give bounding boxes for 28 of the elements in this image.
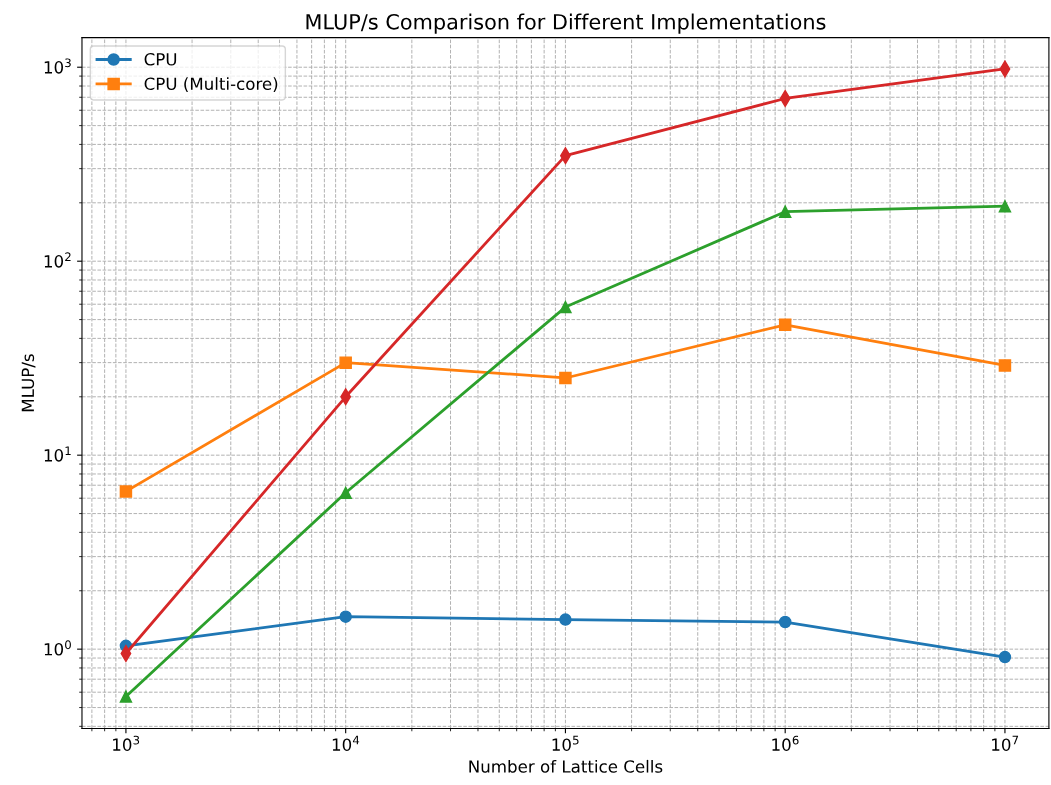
x-tick-label: 10$^{5}$ bbox=[552, 735, 579, 751]
chart-title: MLUP/s Comparison for Different Implementations bbox=[306, 13, 826, 34]
point bbox=[339, 486, 352, 500]
y-tick-label: 10$^{2}$ bbox=[44, 252, 71, 268]
legend-label: CPU bbox=[144, 52, 177, 66]
x-tick-label: 10$^{3}$ bbox=[113, 735, 140, 751]
legend-label: CPU (Multi-core) bbox=[144, 77, 278, 93]
point bbox=[339, 356, 352, 369]
x-tick-label: 10$^{7}$ bbox=[992, 735, 1019, 751]
y-axis-title: MLUP/s bbox=[21, 354, 36, 412]
x-tick-label: 10$^{4}$ bbox=[332, 735, 360, 751]
y-tick-label: 10$^{0}$ bbox=[44, 640, 71, 656]
point bbox=[778, 205, 792, 218]
x-axis-title: Number of Lattice Cells bbox=[469, 759, 663, 773]
point bbox=[998, 359, 1012, 372]
y-tick-label: 10$^{3}$ bbox=[44, 58, 71, 74]
point bbox=[559, 371, 572, 385]
point bbox=[339, 610, 352, 623]
point bbox=[998, 199, 1012, 213]
y-tick-label: 10$^{1}$ bbox=[44, 446, 71, 462]
point bbox=[119, 485, 133, 498]
point bbox=[998, 650, 1012, 664]
x-tick-label: 10$^{6}$ bbox=[772, 735, 799, 751]
point bbox=[778, 318, 792, 332]
point bbox=[559, 300, 572, 314]
point bbox=[559, 613, 572, 626]
point bbox=[119, 690, 133, 703]
point bbox=[778, 615, 792, 629]
